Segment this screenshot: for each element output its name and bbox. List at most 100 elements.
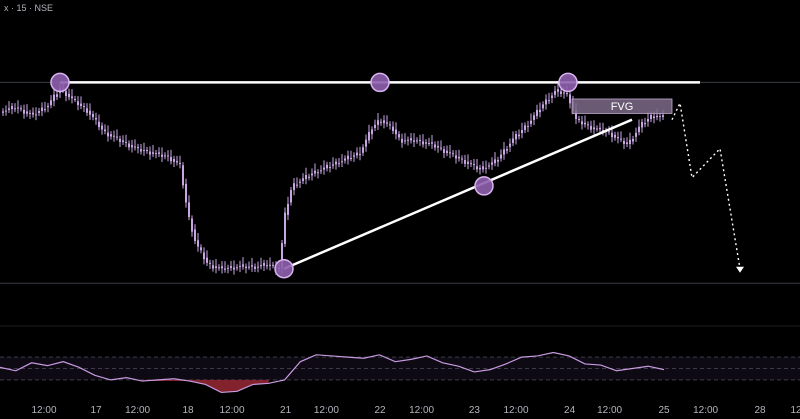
- candle-body: [617, 136, 619, 139]
- candle-body: [65, 91, 67, 97]
- candle-body: [545, 99, 547, 105]
- candle-body: [176, 161, 178, 163]
- candle-body: [248, 266, 250, 268]
- candle-body: [290, 190, 292, 203]
- candle-body: [449, 152, 451, 154]
- candle-body: [194, 229, 196, 242]
- candle-body: [53, 94, 55, 102]
- candle-body: [143, 149, 145, 151]
- candle-body: [470, 163, 472, 165]
- candle-body: [650, 114, 652, 119]
- candle-body: [404, 140, 406, 142]
- candle-body: [32, 112, 34, 115]
- candle-body: [464, 160, 466, 164]
- candle-body: [263, 263, 265, 266]
- time-axis-label: 12:00: [597, 405, 622, 416]
- candle-body: [341, 161, 343, 163]
- candle-body: [104, 129, 106, 132]
- candle-body: [641, 121, 643, 128]
- candle-body: [302, 178, 304, 181]
- candle-body: [371, 129, 373, 135]
- candle-body: [338, 163, 340, 165]
- candle-body: [488, 165, 490, 167]
- candle-body: [434, 144, 436, 148]
- candle-body: [233, 267, 235, 270]
- candle-body: [26, 111, 28, 114]
- candle-body: [506, 149, 508, 151]
- rising-support-trendline[interactable]: [283, 118, 633, 270]
- candle-body: [395, 129, 397, 135]
- candle-body: [11, 106, 13, 110]
- candle-body: [584, 122, 586, 125]
- candle-body: [317, 172, 319, 174]
- time-axis-label: 12:00: [125, 405, 150, 416]
- touch-1-marker[interactable]: [50, 72, 70, 93]
- candle-body: [659, 116, 661, 118]
- touch-2-marker[interactable]: [370, 72, 390, 93]
- candle-body: [407, 139, 409, 141]
- candle-body: [635, 132, 637, 137]
- candle-body: [164, 155, 166, 157]
- projection-path[interactable]: [671, 100, 741, 269]
- candle-body: [593, 127, 595, 130]
- candle-body: [413, 140, 415, 142]
- candle-body: [140, 149, 142, 152]
- candle-body: [581, 121, 583, 125]
- candle-body: [548, 100, 550, 102]
- candle-body: [308, 176, 310, 178]
- candle-body: [437, 146, 439, 148]
- touch-5-marker[interactable]: [274, 258, 294, 279]
- time-axis-label: 17: [90, 405, 102, 416]
- candle-body: [50, 100, 52, 106]
- candle-body: [74, 98, 76, 100]
- candle-body: [2, 111, 4, 113]
- candle-body: [218, 267, 220, 269]
- candle-body: [182, 165, 184, 186]
- candle-body: [353, 155, 355, 157]
- candle-body: [410, 138, 412, 141]
- touch-4-marker[interactable]: [474, 176, 494, 196]
- candle-body: [455, 155, 457, 159]
- candle-body: [491, 162, 493, 165]
- candle-body: [41, 107, 43, 112]
- candle-body: [380, 121, 382, 123]
- candle-body: [347, 155, 349, 160]
- candle-body: [428, 142, 430, 144]
- candle-body: [23, 109, 25, 114]
- candle-body: [365, 139, 367, 147]
- candle-body: [653, 116, 655, 119]
- rsi-oversold-fill: [142, 379, 269, 393]
- candle-body: [644, 123, 646, 125]
- candle-body: [494, 159, 496, 164]
- candle-body: [392, 126, 394, 132]
- candle-body: [254, 266, 256, 269]
- candle-body: [188, 202, 190, 218]
- candle-body: [224, 268, 226, 270]
- time-axis-label: 21: [280, 405, 292, 416]
- candle-body: [299, 181, 301, 183]
- candle-body: [542, 104, 544, 109]
- candle-body: [134, 146, 136, 148]
- candle-body: [539, 109, 541, 113]
- candle-body: [305, 174, 307, 180]
- candle-body: [125, 141, 127, 143]
- candle-body: [122, 140, 124, 142]
- candle-body: [269, 264, 271, 266]
- time-axis-label: 12:00: [693, 405, 718, 416]
- candle-body: [374, 124, 376, 128]
- candle-body: [239, 265, 241, 267]
- candle-body: [401, 138, 403, 143]
- candle-body: [425, 142, 427, 144]
- candle-body: [209, 262, 211, 264]
- candle-body: [71, 96, 73, 99]
- candle-body: [242, 264, 244, 267]
- candle-body: [191, 218, 193, 232]
- candle-body: [230, 266, 232, 268]
- candle-body: [131, 145, 133, 148]
- candle-body: [14, 108, 16, 110]
- time-axis-label: 12:00: [409, 405, 434, 416]
- fvg-zone[interactable]: [571, 98, 673, 114]
- touch-3-marker[interactable]: [558, 72, 578, 93]
- candle-body: [566, 93, 568, 95]
